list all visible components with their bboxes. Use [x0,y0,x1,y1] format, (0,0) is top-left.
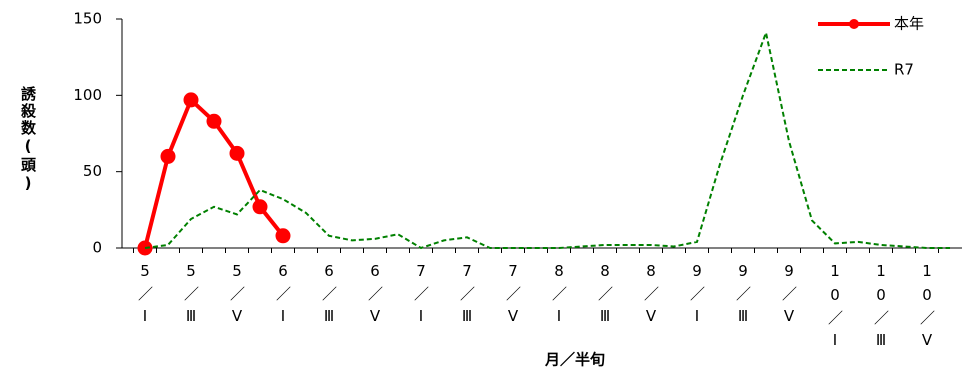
x-tick-label: 9／Ⅴ [780,262,798,331]
legend-label: 本年 [894,15,924,33]
y-tick-label: 0 [92,239,102,257]
point [252,199,268,215]
x-tick-label: 9／Ⅰ [688,262,706,331]
series-line [144,29,950,250]
point [183,92,199,108]
y-axis-title: 誘殺数(頭) [19,85,37,194]
legend-label: R7 [894,61,914,79]
x-tick-label: 8／Ⅴ [642,262,660,331]
x-tick-label: 8／Ⅲ [596,262,614,331]
x-tick-label: 10／Ⅰ [826,262,844,355]
x-tick-label: 7／Ⅴ [504,262,522,331]
x-tick-label: 10／Ⅴ [918,262,936,355]
point [206,113,222,129]
x-tick-label: 5／Ⅲ [182,262,200,331]
x-tick-label: 9／Ⅲ [734,262,752,331]
x-tick-label: 10／Ⅲ [872,262,890,355]
x-tick-label: 5／Ⅰ [136,262,154,331]
x-axis-title: 月／半旬 [544,351,605,369]
x-tick-label: 6／Ⅴ [366,262,384,331]
x-tick-label: 7／Ⅲ [458,262,476,331]
x-tick-label: 6／Ⅲ [320,262,338,331]
point [229,145,245,161]
y-tick-label: 100 [73,86,102,104]
y-tick-label: 150 [73,10,102,28]
point [275,228,291,244]
legend-marker [849,19,859,29]
y-tick-label: 50 [83,162,102,180]
x-tick-label: 8／Ⅰ [550,262,568,331]
point [160,148,176,164]
x-tick-label: 5／Ⅴ [228,262,246,331]
x-tick-label: 6／Ⅰ [274,262,292,331]
x-tick-label: 7／Ⅰ [412,262,430,331]
